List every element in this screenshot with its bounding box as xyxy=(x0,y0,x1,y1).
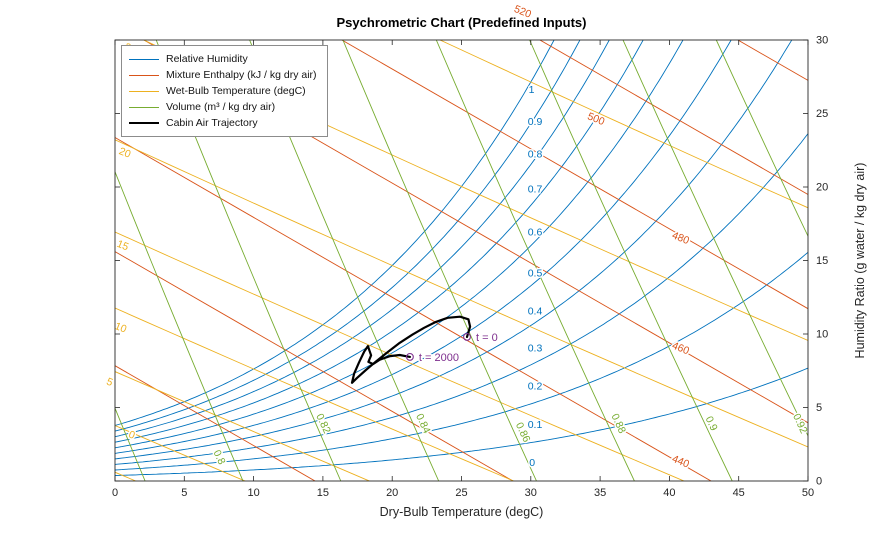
x-tick-label: 25 xyxy=(455,487,467,499)
enthalpy-line xyxy=(115,365,316,481)
relative-humidity-label: 1 xyxy=(529,84,535,96)
x-axis-label: Dry-Bulb Temperature (degC) xyxy=(380,505,544,519)
y-tick-label: 5 xyxy=(816,402,822,414)
trajectory-marker-icon xyxy=(463,332,471,341)
legend-item-0: Relative Humidity xyxy=(129,51,317,67)
enthalpy-line xyxy=(115,137,712,481)
enthalpy-line xyxy=(115,251,514,481)
y-tick-label: 20 xyxy=(816,182,828,194)
legend-item-4: Cabin Air Trajectory xyxy=(129,115,317,131)
volume-line xyxy=(342,40,537,481)
volume-line xyxy=(435,40,635,481)
legend-item-label: Volume (m³ / kg dry air) xyxy=(166,101,276,113)
legend-line-sample-icon xyxy=(129,122,159,124)
relative-humidity-label: 0 xyxy=(529,457,535,469)
relative-humidity-label: 0.7 xyxy=(528,184,543,196)
legend-item-2: Wet-Bulb Temperature (degC) xyxy=(129,83,317,99)
x-tick-label: 50 xyxy=(802,487,814,499)
y-tick-label: 0 xyxy=(816,476,822,488)
relative-humidity-line xyxy=(115,40,732,454)
y-tick-label: 30 xyxy=(816,35,828,47)
relative-humidity-label: 0.1 xyxy=(528,419,543,431)
relative-humidity-label: 0.4 xyxy=(528,306,543,318)
legend: Relative Humidity Mixture Enthalpy (kJ / … xyxy=(121,45,328,137)
y-tick-label: 10 xyxy=(816,329,828,341)
relative-humidity-line xyxy=(115,367,808,476)
volume-line xyxy=(115,170,244,481)
relative-humidity-line xyxy=(115,40,555,426)
relative-humidity-label: 0.2 xyxy=(528,381,543,393)
legend-item-label: Mixture Enthalpy (kJ / kg dry air) xyxy=(166,69,317,81)
cabin-air-trajectory xyxy=(350,315,472,384)
x-tick-label: 30 xyxy=(525,487,537,499)
x-tick-label: 10 xyxy=(247,487,259,499)
relative-humidity-label: 0.5 xyxy=(528,267,543,279)
relative-humidity-label: 0.3 xyxy=(528,342,543,354)
enthalpy-line xyxy=(539,40,808,195)
x-tick-label: 20 xyxy=(386,487,398,499)
wet-bulb-line xyxy=(115,231,686,481)
legend-item-label: Wet-Bulb Temperature (degC) xyxy=(166,85,306,97)
relative-humidity-labels: 0 0.1 0.2 0.3 0.4 0.5 0.6 0.7 0.8 0.9 1 xyxy=(526,82,544,470)
trajectory-annotation-0: t = 0 xyxy=(463,330,499,345)
volume-line xyxy=(715,40,808,238)
legend-item-label: Relative Humidity xyxy=(166,53,248,65)
x-tick-label: 0 xyxy=(112,487,118,499)
tick-marks xyxy=(114,39,809,482)
trajectory-annotation-label: t = 0 xyxy=(476,332,498,344)
relative-humidity-line xyxy=(115,40,684,449)
y-axis-label: Humidity Ratio (g water / kg dry air) xyxy=(853,163,867,359)
volume-line xyxy=(622,40,808,437)
wet-bulb-line xyxy=(115,425,247,481)
legend-line-sample-icon xyxy=(129,74,159,76)
relative-humidity-label: 0.8 xyxy=(528,148,543,160)
wet-bulb-line xyxy=(115,371,371,481)
legend-line-sample-icon xyxy=(129,106,159,108)
trajectory-marker-icon xyxy=(405,352,414,361)
volume-line xyxy=(529,40,733,481)
legend-line-sample-icon xyxy=(129,90,159,92)
x-tick-label: 40 xyxy=(663,487,675,499)
legend-line-sample-icon xyxy=(129,58,159,60)
relative-humidity-line xyxy=(115,251,808,471)
legend-item-3: Volume (m³ / kg dry air) xyxy=(129,99,317,115)
y-tick-label: 25 xyxy=(816,108,828,120)
relative-humidity-label: 0.6 xyxy=(528,226,543,238)
trajectory-annotation-1: t = 2000 xyxy=(405,350,460,365)
enthalpy-line xyxy=(340,40,808,310)
wet-bulb-line xyxy=(439,40,808,209)
x-tick-label: 35 xyxy=(594,487,606,499)
x-tick-label: 45 xyxy=(733,487,745,499)
y-tick-label: 15 xyxy=(816,255,828,267)
x-tick-label: 5 xyxy=(181,487,187,499)
wet-bulb-label: 5 xyxy=(105,376,115,389)
relative-humidity-line xyxy=(115,40,644,443)
relative-humidity-line xyxy=(115,40,793,460)
legend-item-1: Mixture Enthalpy (kJ / kg dry air) xyxy=(129,67,317,83)
relative-humidity-line xyxy=(115,40,581,432)
relative-humidity-label: 0.9 xyxy=(528,116,543,128)
relative-humidity-line xyxy=(115,40,610,438)
chart-title: Psychrometric Chart (Predefined Inputs) xyxy=(337,15,587,30)
enthalpy-lines xyxy=(115,40,808,481)
wet-bulb-line xyxy=(115,307,515,481)
x-tick-label: 15 xyxy=(317,487,329,499)
trajectory-annotation-label: t = 2000 xyxy=(419,352,459,364)
legend-item-label: Cabin Air Trajectory xyxy=(166,117,258,129)
